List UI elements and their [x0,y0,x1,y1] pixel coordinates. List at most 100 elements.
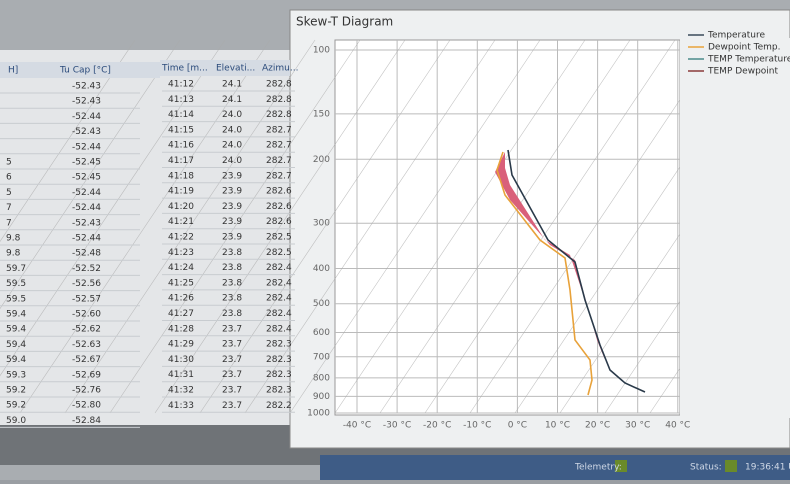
cell: 282.5 [266,233,292,243]
cell: -52.84 [72,416,101,426]
cell: 59.2 [6,401,26,411]
legend-label: Dewpoint Temp. [708,43,781,53]
cell: 7 [6,203,12,213]
cell: -52.62 [72,325,101,335]
cell: 7 [6,218,12,228]
cell: 59.4 [6,325,26,335]
cell: 23.9 [222,187,242,197]
cell: 282.7 [266,171,292,181]
cell: -52.45 [72,158,101,168]
cell: 23.7 [222,370,242,380]
cell: 23.9 [222,233,242,243]
cell: 59.5 [6,294,26,304]
telemetry-label: Telemetry: [574,463,622,473]
cell: 24.0 [222,141,242,151]
cell: 41:22 [168,233,194,243]
cell: 41:27 [168,309,194,319]
cell: 282.3 [266,340,292,350]
cell: -52.43 [72,127,101,137]
header: Elevati... [216,64,255,74]
cell: 5 [6,158,12,168]
cell: 282.4 [266,309,292,319]
cell: -52.67 [72,355,101,365]
cell: 59.3 [6,370,26,380]
x-tick-label: 0 °C [508,421,527,431]
cell: 24.1 [222,95,242,105]
cell: 23.9 [222,217,242,227]
header: Time [m... [161,64,208,74]
cell: 23.8 [222,294,242,304]
cell: 41:32 [168,386,194,396]
cell: 24.0 [222,156,242,166]
cell: 23.8 [222,263,242,273]
cell: 282.4 [266,263,292,273]
cell: 41:31 [168,370,194,380]
cell: 23.9 [222,171,242,181]
cell: 41:25 [168,278,194,288]
cell: 41:15 [168,125,194,135]
y-tick-label: 600 [313,328,330,338]
cell: 41:16 [168,141,194,151]
screen: Skew-T Diagram 1001502003004005006007008… [0,0,790,480]
cell: 24.0 [222,125,242,135]
cell: 41:20 [168,202,194,212]
y-tick-label: 900 [313,392,330,402]
y-tick-label: 300 [313,219,330,229]
cell: -52.56 [72,279,101,289]
cell: -52.60 [72,310,101,320]
cell: -52.44 [72,234,101,244]
cell: 23.8 [222,309,242,319]
cell: 41:14 [168,110,194,120]
table-area [0,50,300,430]
cell: 282.8 [266,110,292,120]
cell: -52.63 [72,340,101,350]
x-tick-label: -30 °C [383,421,411,431]
cell: 23.8 [222,278,242,288]
cell: -52.43 [72,82,101,92]
cell: 282.7 [266,156,292,166]
header: H] [8,66,18,76]
cell: 59.4 [6,310,26,320]
clock: 19:36:41 U [745,463,790,473]
cell: 23.7 [222,324,242,334]
cell: -52.43 [72,97,101,107]
cell: 24.1 [222,80,242,90]
cell: -52.48 [72,249,101,259]
indicator [725,460,737,472]
cell: 41:13 [168,95,194,105]
cell: 9.8 [6,234,21,244]
cell: 282.5 [266,248,292,258]
cell: 59.2 [6,386,26,396]
x-tick-label: -10 °C [463,421,491,431]
cell: -52.52 [72,264,101,274]
header: Tu Cap [°C] [59,66,111,76]
mask [680,38,790,418]
x-tick-label: -20 °C [423,421,451,431]
cell: 282.8 [266,80,292,90]
cell: 24.0 [222,110,242,120]
y-tick-label: 400 [313,264,330,274]
cell: -52.43 [72,218,101,228]
cell: 41:28 [168,324,194,334]
cell: 41:33 [168,401,194,411]
cell: 282.4 [266,278,292,288]
cell: 41:23 [168,248,194,258]
cell: -52.44 [72,188,101,198]
cell: 41:19 [168,187,194,197]
cell: -52.44 [72,203,101,213]
cell: -52.80 [72,401,101,411]
cell: 282.7 [266,141,292,151]
cell: 6 [6,173,12,183]
x-tick-label: 10 °C [545,421,570,431]
cell: -52.57 [72,294,101,304]
cell: -52.45 [72,173,101,183]
cell: 41:29 [168,340,194,350]
status-label: Status: [690,463,722,473]
cell: 282.4 [266,324,292,334]
cell: 41:17 [168,156,194,166]
cell: 282.2 [266,401,292,411]
cell: 282.3 [266,386,292,396]
y-tick-label: 200 [313,155,330,165]
cell: 9.8 [6,249,21,259]
cell: 282.3 [266,370,292,380]
